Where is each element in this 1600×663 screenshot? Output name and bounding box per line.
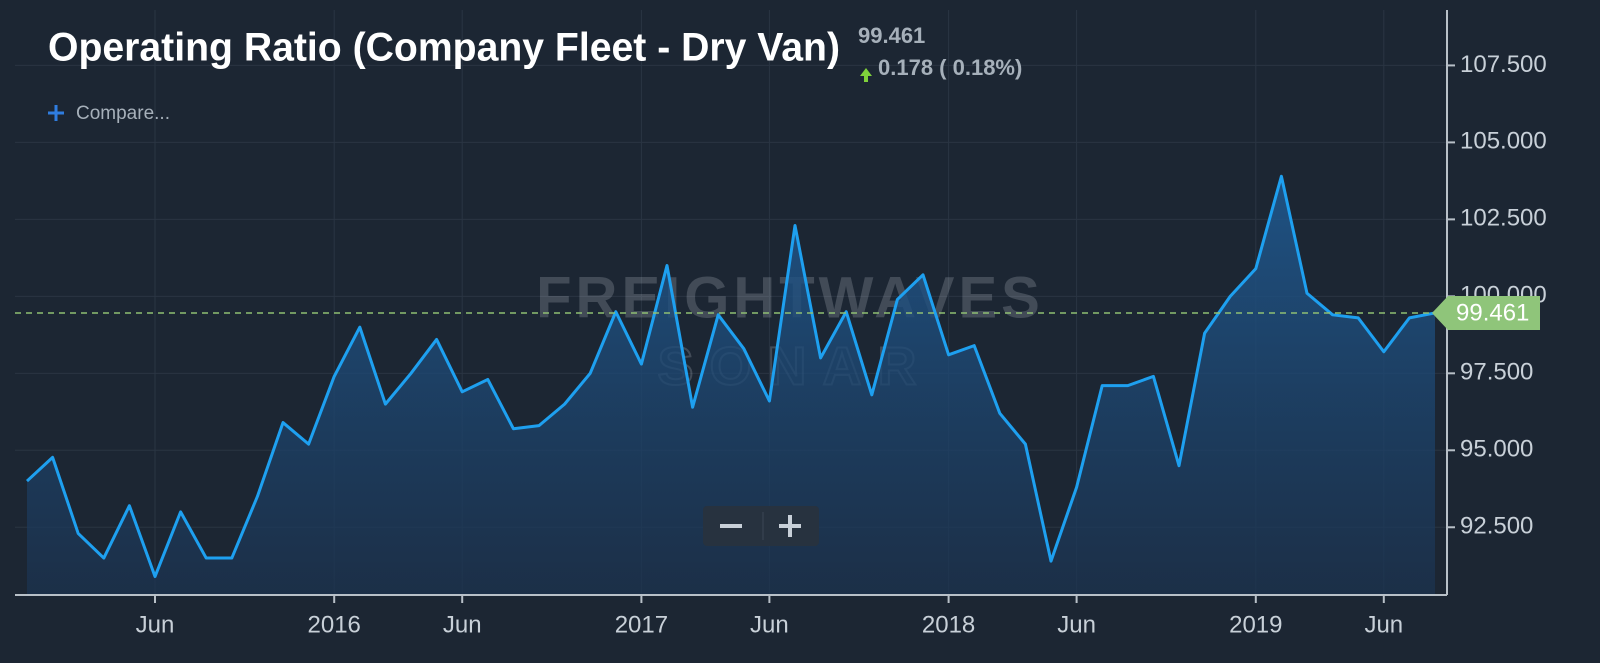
y-tick-label: 97.500	[1460, 359, 1533, 386]
x-tick-label: 2018	[922, 611, 975, 638]
last-value-label: 99.461	[1456, 299, 1529, 326]
overlay: 99.461	[15, 295, 1540, 330]
y-tick-label: 107.500	[1460, 51, 1547, 78]
line	[25, 174, 1436, 579]
x-tick-label: Jun	[750, 611, 789, 638]
header-change: 0.178 ( 0.18%)	[878, 55, 1022, 80]
x-tick-label: Jun	[136, 611, 175, 638]
x-tick-label: Jun	[443, 611, 482, 638]
x-tick-label: 2016	[308, 611, 361, 638]
x-tick-label: Jun	[1364, 611, 1403, 638]
compare-icon[interactable]	[48, 105, 64, 121]
header-value: 99.461	[858, 23, 925, 48]
x-tick-label: 2017	[615, 611, 668, 638]
y-tick-label: 95.000	[1460, 436, 1533, 463]
plot	[25, 174, 1436, 595]
x-tick-label: Jun	[1057, 611, 1096, 638]
up-arrow	[860, 68, 872, 82]
y-tick-label: 105.000	[1460, 128, 1547, 155]
x-tick-label: 2019	[1229, 611, 1282, 638]
y-tick-label: 102.500	[1460, 205, 1547, 232]
area	[27, 176, 1435, 595]
zoom-in[interactable]	[779, 515, 801, 537]
chart-title: Operating Ratio (Company Fleet - Dry Van…	[48, 26, 840, 70]
last-value-badge	[1432, 295, 1540, 330]
y-tick-label: 92.500	[1460, 513, 1533, 540]
zoom-controls	[703, 506, 819, 546]
compare-link[interactable]: Compare...	[76, 103, 170, 124]
